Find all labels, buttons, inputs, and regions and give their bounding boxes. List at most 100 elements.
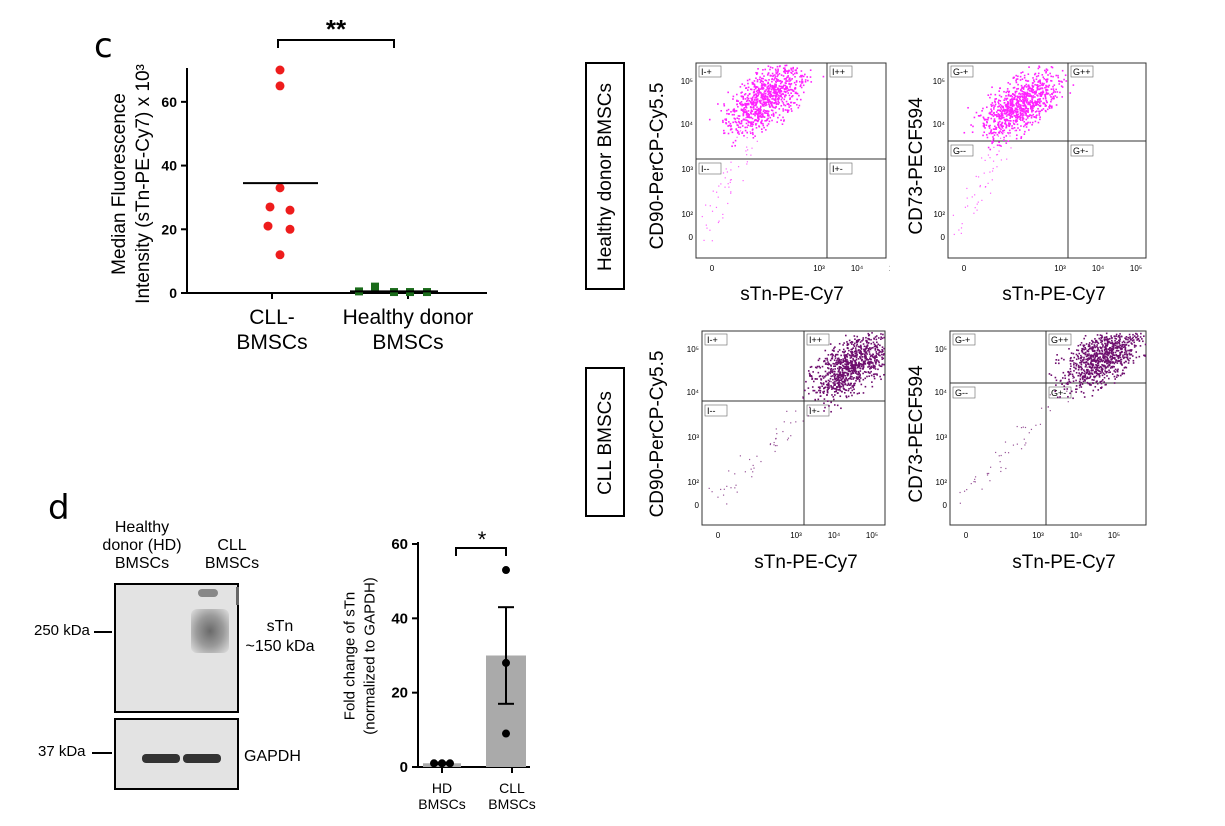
flow-event-dot [863, 349, 866, 352]
flow-event-dot [1008, 133, 1010, 135]
flow-event-dot [750, 154, 752, 156]
flow-event-dot [753, 83, 755, 86]
flow-event-dot [998, 116, 1001, 119]
flow-event-dot [739, 102, 742, 104]
flow-event-dot [1109, 367, 1112, 369]
flow-event-dot [1077, 368, 1080, 371]
flow-event-dot [1009, 119, 1011, 122]
flow-event-dot [1033, 80, 1036, 83]
flow-event-dot [726, 109, 728, 112]
flow-event-dot [737, 105, 739, 108]
flow-event-dot [708, 118, 711, 121]
flow-event-dot [784, 94, 787, 96]
flow-event-dot [1006, 108, 1009, 111]
flow-event-dot [1096, 358, 1099, 360]
flow-event-dot [883, 353, 885, 355]
flow-event-dot [987, 182, 989, 184]
flow-event-dot [1094, 346, 1096, 349]
flow-event-dot [872, 356, 875, 359]
flow-event-dot [1055, 359, 1058, 361]
flow-quadrant-label: G-- [953, 146, 966, 156]
flow-event-dot [875, 363, 877, 365]
flow-event-dot [1086, 353, 1088, 356]
flow-event-dot [787, 76, 789, 78]
flow-event-dot [806, 76, 809, 78]
flow-event-dot [1033, 116, 1035, 118]
flow-event-dot [988, 112, 991, 115]
flow-event-dot [1092, 358, 1094, 360]
flow-ytick-label: 0 [689, 233, 694, 242]
flow-event-dot [1047, 92, 1050, 95]
flow-event-dot [863, 362, 865, 365]
flow-event-dot [1081, 348, 1084, 351]
flow-event-dot [1038, 112, 1041, 115]
flow-event-dot [1104, 352, 1106, 354]
flow-event-dot [854, 338, 856, 341]
flow-event-dot [1021, 119, 1024, 122]
flow-event-dot [756, 140, 758, 142]
flow-event-dot [859, 367, 861, 369]
flow-event-dot [999, 87, 1002, 89]
flow-event-dot [1075, 391, 1077, 393]
flow-event-dot [987, 146, 990, 149]
flow-event-dot [770, 109, 773, 112]
blot-gapdh-image [114, 718, 239, 790]
flow-event-dot [777, 103, 780, 106]
flow-event-dot [1079, 366, 1082, 368]
flow-event-dot [856, 373, 858, 375]
flow-event-dot [1048, 107, 1051, 109]
flow-event-dot [966, 488, 968, 491]
flow-event-dot [802, 420, 804, 422]
flow-quadrant-label: G-+ [953, 67, 968, 77]
flow-event-dot [750, 112, 752, 115]
flow-event-dot [753, 85, 756, 87]
flow-event-dot [822, 75, 825, 78]
flow-event-dot [776, 433, 778, 435]
flow-event-dot [843, 373, 845, 375]
flow-event-dot [730, 191, 732, 193]
flow-event-dot [1026, 98, 1029, 100]
flow-event-dot [1018, 129, 1021, 131]
flow-event-dot [1040, 95, 1043, 97]
flow-event-dot [831, 388, 833, 390]
flow-event-dot [738, 115, 741, 117]
flow-event-dot [987, 118, 989, 121]
panel-c-point-cll [285, 224, 295, 234]
flow-event-dot [1003, 90, 1005, 93]
flow-event-dot [875, 335, 878, 337]
flow-event-dot [848, 370, 851, 372]
flow-event-dot [1120, 350, 1123, 353]
flow-event-dot [1101, 369, 1104, 372]
panel-d-group1-line1: HD [431, 780, 453, 796]
flow-event-dot [782, 116, 784, 119]
flow-event-dot [878, 351, 880, 354]
flow-event-dot [960, 227, 963, 229]
flow-event-dot [843, 351, 845, 354]
flow-event-dot [751, 103, 753, 106]
flow-event-dot [1052, 95, 1055, 98]
flow-event-dot [758, 100, 761, 103]
flow-event-dot [1084, 376, 1086, 378]
flow-event-dot [1068, 371, 1070, 374]
flow-event-dot [708, 487, 710, 489]
flow-event-dot [772, 106, 775, 109]
flow-event-dot [1008, 113, 1010, 115]
flow-event-dot [1029, 87, 1032, 90]
flow-event-dot [1123, 345, 1126, 348]
flow-event-dot [998, 115, 1001, 118]
flow-event-dot [769, 68, 771, 71]
flow-event-dot [1014, 107, 1017, 110]
flow-ylabel-cll-cd73: CD73-PECF594 [906, 365, 927, 503]
flow-event-dot [1021, 108, 1024, 111]
flow-event-dot [1114, 337, 1116, 340]
flow-event-dot [1075, 388, 1077, 391]
flow-event-dot [1121, 341, 1124, 344]
flow-event-dot [846, 344, 849, 346]
flow-event-dot [860, 348, 863, 350]
flow-event-dot [754, 111, 756, 114]
flow-event-dot [1107, 348, 1110, 351]
flow-quadrant-label-box [704, 333, 728, 346]
flow-event-dot [778, 102, 780, 104]
flow-event-dot [790, 435, 792, 437]
flow-event-dot [1038, 114, 1041, 116]
